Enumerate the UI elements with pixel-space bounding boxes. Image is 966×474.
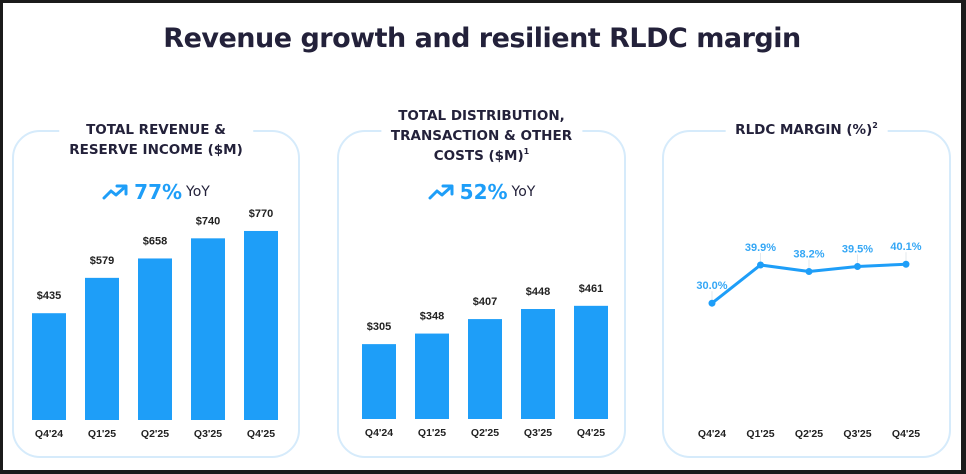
revenue-yoy: 77% YoY	[14, 180, 298, 204]
bar-data-label: $770	[249, 208, 273, 220]
data-point	[902, 260, 910, 268]
category-label: Q1'25	[418, 427, 446, 439]
bar	[191, 238, 225, 420]
category-label: Q4'24	[365, 427, 393, 439]
footnote-marker: 1	[523, 147, 530, 156]
bar-data-label: $348	[420, 311, 444, 323]
bar	[85, 277, 119, 420]
panel-title-line: RLDC MARGIN (%)2	[735, 120, 878, 140]
bar-data-label: $658	[143, 235, 167, 247]
bar-data-label: $740	[196, 215, 220, 227]
point-data-label: 38.2%	[793, 249, 824, 261]
trending-up-icon	[428, 184, 454, 200]
point-data-label: 40.1%	[890, 241, 921, 253]
bar	[32, 313, 66, 420]
bar	[415, 333, 449, 419]
category-label: Q1'25	[88, 428, 116, 440]
yoy-label: YoY	[186, 184, 210, 200]
bar-data-label: $407	[473, 296, 497, 308]
data-point	[757, 261, 764, 269]
slide: Revenue growth and resilient RLDC margin…	[3, 3, 961, 470]
costs-panel-title: TOTAL DISTRIBUTION, TRANSACTION & OTHER …	[380, 106, 583, 166]
category-label: Q3'25	[524, 427, 552, 439]
bar	[468, 319, 502, 419]
bar-chart-2: $305 Q4'24 $348 Q1'25 $407 Q2'25 $448 Q3'25 $461…	[362, 283, 608, 439]
category-label: Q2'25	[471, 427, 499, 439]
panel-title-line: TOTAL DISTRIBUTION,	[398, 108, 565, 124]
panel-title-line: RESERVE INCOME ($M)	[69, 142, 243, 158]
category-label: Q3'25	[194, 428, 222, 440]
bar-chart-1: $435 Q4'24 $579 Q1'25 $658 Q2'25 $740 Q3'25 $770…	[32, 208, 278, 440]
costs-panel: TOTAL DISTRIBUTION, TRANSACTION & OTHER …	[337, 106, 626, 458]
bar-data-label: $435	[37, 290, 61, 302]
trending-up-icon	[102, 184, 128, 200]
point-data-label: 39.5%	[842, 244, 873, 256]
bar	[244, 230, 278, 420]
category-label: Q2'25	[141, 428, 169, 440]
bar	[362, 344, 396, 419]
category-label: Q4'24	[698, 428, 726, 440]
category-label: Q4'24	[35, 428, 63, 440]
panel-title-text: COSTS ($M)	[433, 148, 524, 164]
panel-title-text: RLDC MARGIN (%)	[735, 122, 873, 138]
panel-title-line: TRANSACTION & OTHER	[390, 128, 573, 144]
category-label: Q3'25	[843, 428, 871, 440]
rldc-margin-panel: RLDC MARGIN (%)2	[662, 120, 951, 458]
slide-title: Revenue growth and resilient RLDC margin	[163, 23, 801, 54]
panel-title-line: COSTS ($M)1	[391, 146, 572, 166]
point-data-label: 39.9%	[745, 242, 776, 254]
category-label: Q4'25	[247, 428, 275, 440]
rldc-margin-panel-title: RLDC MARGIN (%)2	[725, 120, 888, 140]
bar-data-label: $448	[526, 286, 550, 298]
panel-title-line: TOTAL REVENUE &	[86, 122, 226, 138]
bar-data-label: $461	[579, 283, 603, 295]
yoy-percent: 52%	[459, 180, 508, 204]
bar-data-label: $579	[90, 255, 114, 267]
bar-data-label: $305	[367, 321, 391, 333]
costs-yoy: 52% YoY	[339, 180, 624, 204]
category-label: Q4'25	[577, 427, 605, 439]
revenue-panel-title: TOTAL REVENUE & RESERVE INCOME ($M)	[59, 120, 253, 160]
revenue-panel: TOTAL REVENUE & RESERVE INCOME ($M) 77% Y…	[12, 120, 300, 458]
bar	[521, 309, 555, 419]
category-label: Q4'25	[892, 428, 920, 440]
charts-canvas: $435 Q4'24 $579 Q1'25 $658 Q2'25 $740 Q3'25 $770…	[32, 208, 922, 440]
category-label: Q2'25	[795, 428, 823, 440]
bar	[138, 258, 172, 420]
point-data-label: 30.0%	[696, 280, 727, 292]
category-label: Q1'25	[746, 428, 774, 440]
yoy-percent: 77%	[134, 180, 183, 204]
data-point	[854, 263, 861, 271]
yoy-label: YoY	[511, 184, 536, 200]
data-point	[805, 268, 813, 276]
data-point	[708, 299, 716, 307]
footnote-marker: 2	[872, 121, 878, 130]
bar	[574, 305, 608, 419]
